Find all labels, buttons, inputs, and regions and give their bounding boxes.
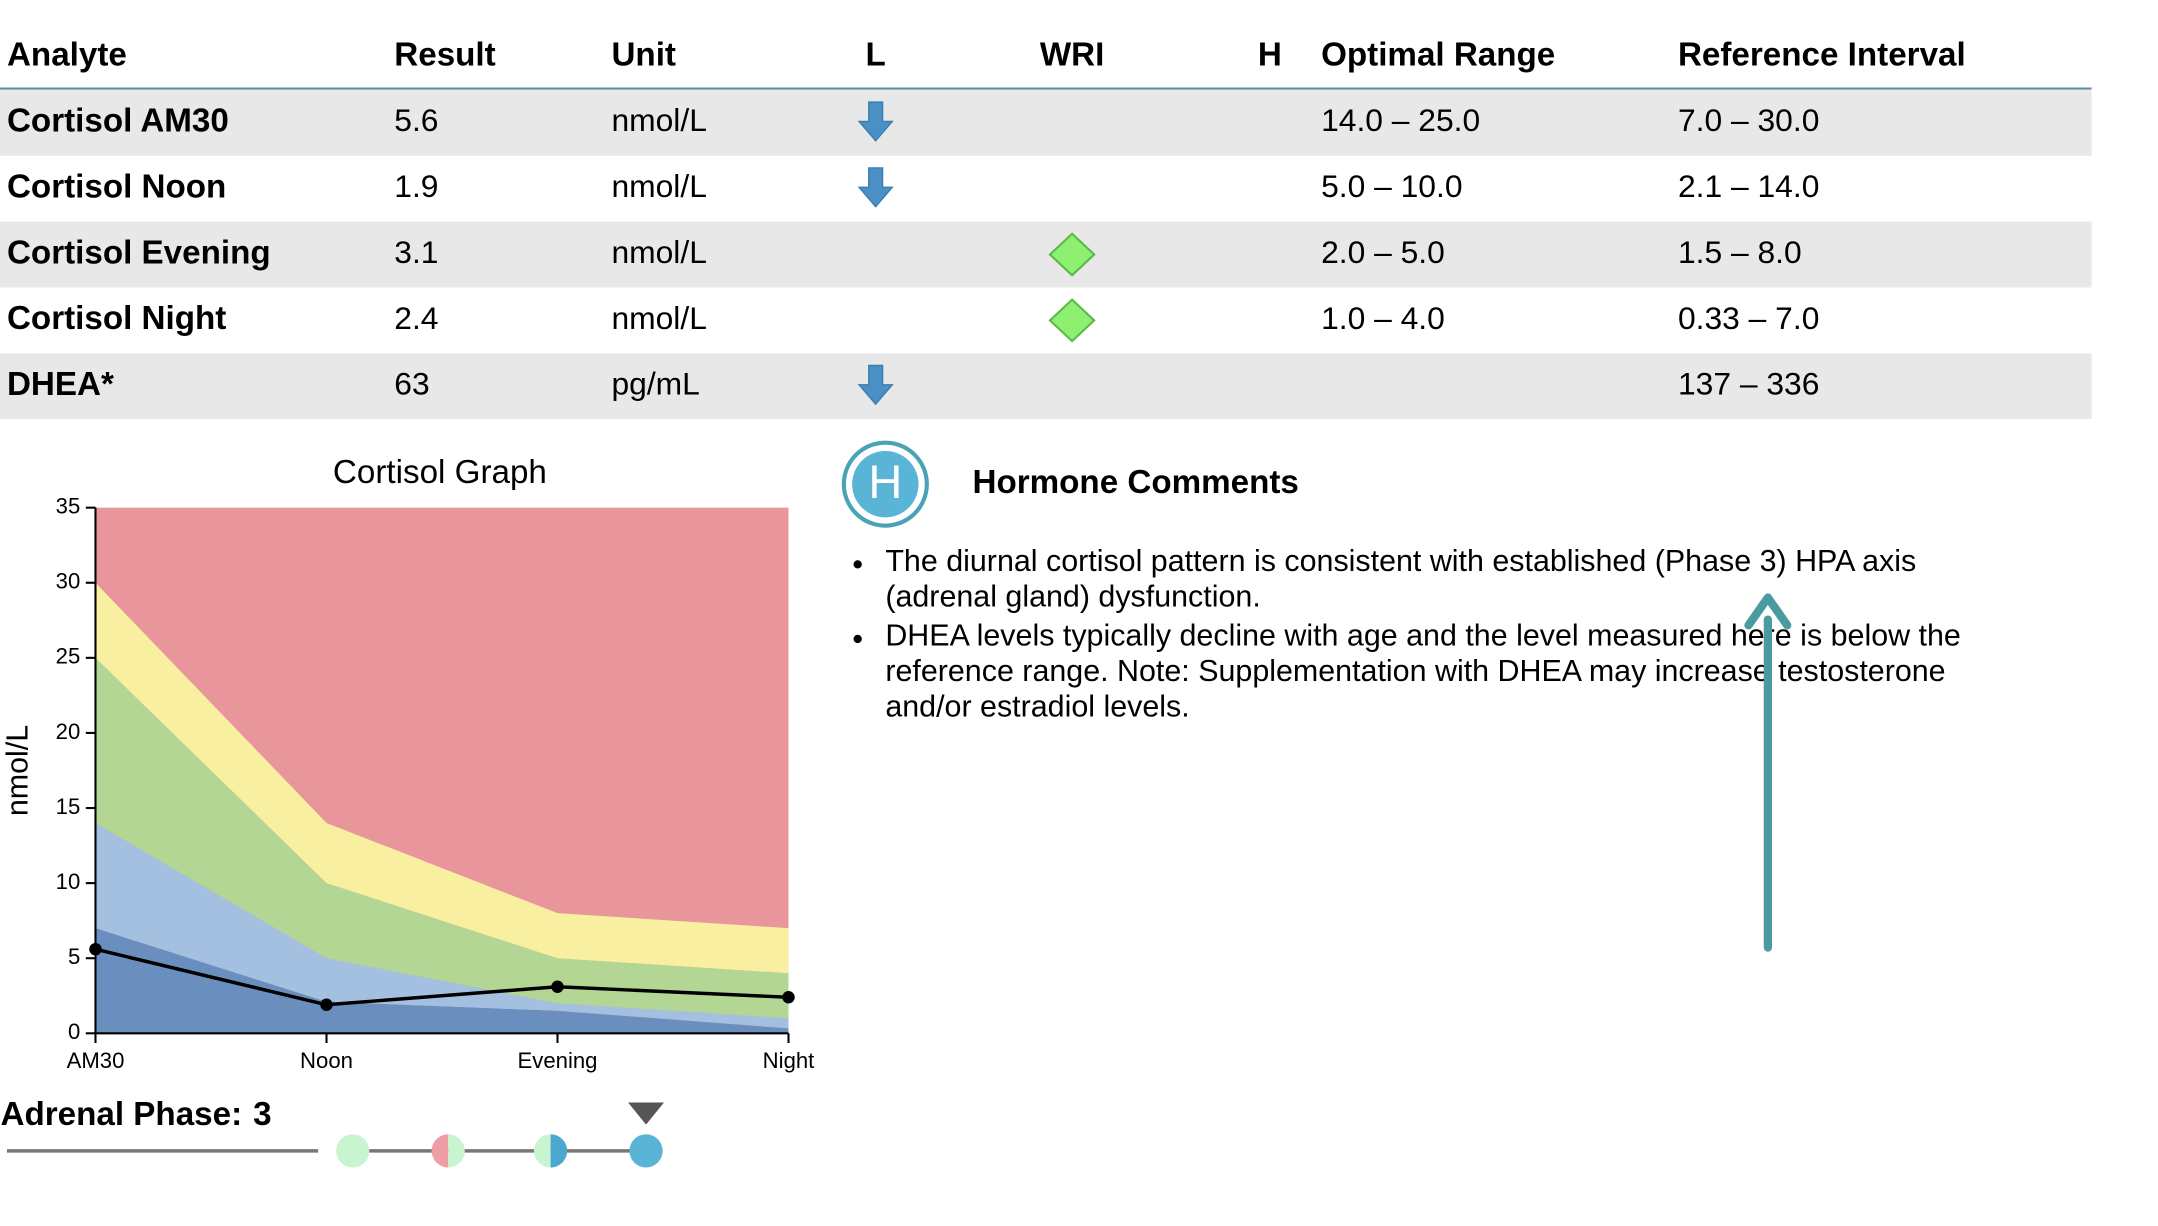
result-point xyxy=(782,991,795,1004)
comments: The diurnal cortisol pattern is consiste… xyxy=(853,544,1961,724)
column-header: Optimal Range xyxy=(1321,36,1555,73)
unit: nmol/L xyxy=(611,102,706,138)
reference-interval: 7.0 – 30.0 xyxy=(1678,102,1819,138)
y-tick-label: 5 xyxy=(68,944,80,969)
unit: nmol/L xyxy=(611,168,706,204)
phase-pointer xyxy=(628,1102,665,1125)
reference-interval: 0.33 – 7.0 xyxy=(1678,300,1819,336)
y-tick-label: 30 xyxy=(56,569,81,594)
reference-interval: 1.5 – 8.0 xyxy=(1678,234,1802,270)
phase-dot-half xyxy=(533,1134,551,1168)
flag-diamond xyxy=(1048,232,1096,277)
comment-line: (adrenal gland) dysfunction. xyxy=(885,580,1260,614)
range-band xyxy=(95,928,789,1034)
y-tick-label: 25 xyxy=(56,644,81,669)
unit: nmol/L xyxy=(611,234,706,270)
unit: nmol/L xyxy=(611,300,706,336)
flag-diamond xyxy=(1048,298,1096,343)
bullet xyxy=(853,634,862,644)
row-shade xyxy=(0,353,2092,420)
row-shade xyxy=(0,89,2092,156)
result-line xyxy=(95,947,789,1007)
column-header: Analyte xyxy=(7,36,127,73)
phase-dot xyxy=(336,1134,370,1168)
comment-line: reference range. Note: Supplementation w… xyxy=(885,654,1945,688)
result: 1.9 xyxy=(394,168,438,204)
column-header: Result xyxy=(394,36,495,73)
comment-line: DHEA levels typically decline with age a… xyxy=(885,619,1961,653)
column-header: Reference Interval xyxy=(1678,36,1966,73)
chart: 0 5 10 15 20 25 30 35 AM30 Noon Evening Night xyxy=(56,494,815,1074)
hormone-icon-letter: H xyxy=(868,455,902,508)
optimal-range: 1.0 – 4.0 xyxy=(1321,300,1445,336)
result-point xyxy=(320,998,333,1011)
optimal-range: 5.0 – 10.0 xyxy=(1321,168,1462,204)
flag-arrow xyxy=(857,167,894,208)
flag-arrow xyxy=(857,364,894,406)
column-header: H xyxy=(1258,36,1282,73)
column-header: WRI xyxy=(1040,36,1105,73)
result: 63 xyxy=(394,366,429,402)
reference-interval: 2.1 – 14.0 xyxy=(1678,168,1819,204)
x-tick-label: Evening xyxy=(518,1048,598,1073)
result: 2.4 xyxy=(394,300,438,336)
chart-title: Cortisol Graph xyxy=(333,454,547,491)
range-band xyxy=(95,657,789,1019)
result: 3.1 xyxy=(394,234,438,270)
annotation-arrowhead xyxy=(1744,593,1792,630)
y-axis-label: nmol/L xyxy=(0,725,34,816)
y-tick-label: 15 xyxy=(56,794,81,819)
phase-value: 3 xyxy=(253,1096,271,1133)
y-tick-label: 10 xyxy=(56,869,81,894)
reference-interval: 137 – 336 xyxy=(1678,366,1819,402)
bullet xyxy=(853,560,862,569)
table: Analyte Result Unit L WRI H Optimal Range Refer… xyxy=(0,36,2092,420)
x-tick-label: Night xyxy=(763,1048,815,1073)
phase-label: Adrenal Phase: xyxy=(0,1096,242,1133)
optimal-range: 14.0 – 25.0 xyxy=(1321,102,1480,138)
phase-dot-half xyxy=(550,1134,568,1168)
phase-dot xyxy=(629,1134,663,1168)
comment-line: The diurnal cortisol pattern is consiste… xyxy=(885,544,1916,578)
analyte: Cortisol AM30 xyxy=(7,103,229,140)
comments-title: Hormone Comments xyxy=(972,464,1298,501)
analyte: DHEA* xyxy=(7,366,114,403)
range-band xyxy=(95,823,789,1029)
flag-arrow xyxy=(857,101,894,142)
analyte: Cortisol Night xyxy=(7,300,226,337)
phase-track xyxy=(6,1102,665,1168)
result-point xyxy=(551,980,564,993)
hormone-icon xyxy=(852,450,919,518)
column-header: L xyxy=(866,36,886,73)
y-tick-label: 0 xyxy=(68,1019,80,1044)
phase-dot-half xyxy=(431,1134,449,1168)
x-tick-label: AM30 xyxy=(67,1048,125,1073)
range-band xyxy=(95,582,789,974)
x-tick-label: Noon xyxy=(300,1048,353,1073)
result: 5.6 xyxy=(394,102,438,138)
unit: pg/mL xyxy=(611,366,699,402)
y-tick-label: 35 xyxy=(56,494,81,519)
column-header: Unit xyxy=(611,36,676,73)
analyte: Cortisol Noon xyxy=(7,168,226,205)
analyte: Cortisol Evening xyxy=(7,234,271,271)
comment-line: and/or estradiol levels. xyxy=(885,690,1189,724)
optimal-range: 2.0 – 5.0 xyxy=(1321,234,1445,270)
row-shade xyxy=(0,221,2092,288)
phase-dot-half xyxy=(448,1134,465,1168)
y-tick-label: 20 xyxy=(56,719,81,744)
